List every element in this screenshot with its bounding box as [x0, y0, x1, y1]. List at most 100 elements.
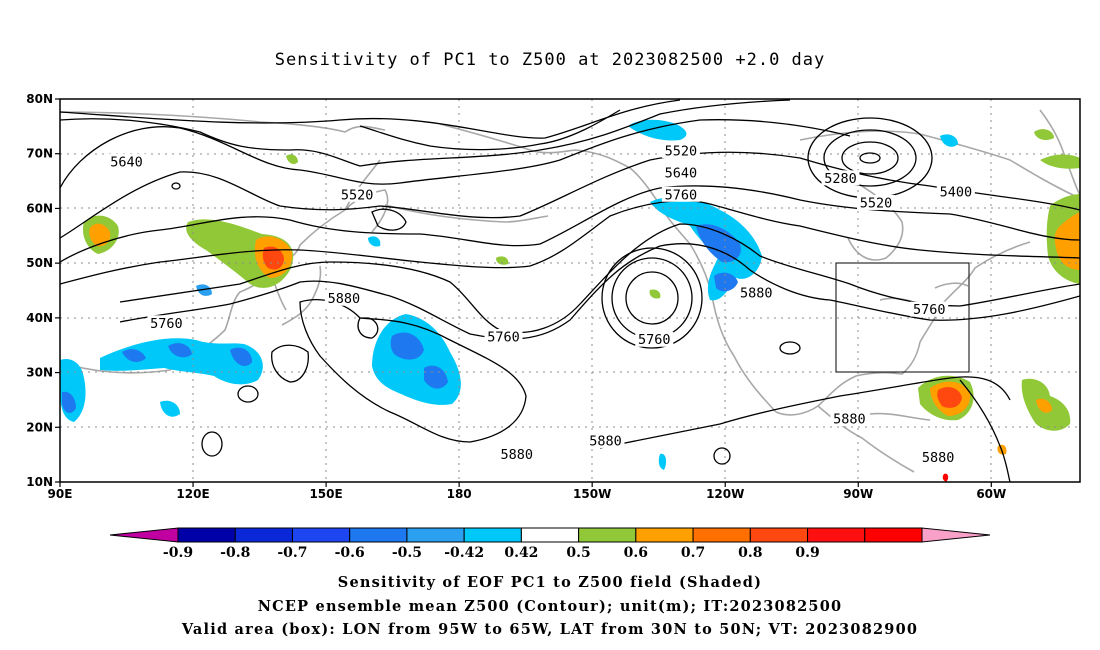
contour-low-ring — [841, 141, 899, 175]
lat-tick-label: 50N — [26, 256, 53, 270]
colorbar-swatch — [864, 527, 923, 543]
contour-label-bg — [661, 186, 700, 202]
lat-tick-label: 70N — [26, 147, 53, 161]
contour-line — [60, 151, 1080, 239]
shade-patch — [650, 196, 762, 301]
contour-label: 5880 — [922, 450, 955, 466]
lat-tick-label: 30N — [26, 366, 53, 380]
coastline-gulf-mexico — [775, 341, 921, 416]
gridlines — [59, 99, 1080, 482]
contour-label: 5880 — [833, 412, 866, 428]
colorbar-swatch — [234, 527, 293, 543]
contour-label-bg — [147, 315, 186, 331]
contour-low-ring — [823, 129, 917, 187]
colorbar-tick-label: 0.9 — [795, 545, 819, 561]
contour-label-bg — [484, 329, 523, 345]
coastline-east-coast — [919, 241, 1031, 343]
shade-patch — [372, 314, 461, 405]
shade-patch — [942, 473, 949, 482]
coastline-alaska — [439, 123, 661, 206]
coastlines — [60, 109, 1080, 473]
colorbar-swatch — [291, 527, 351, 543]
lon-tick-label: 120E — [176, 487, 209, 501]
contour-small-ring — [201, 431, 223, 457]
colorbar: -0.9 -0.8 -0.7 -0.6 -0.5 -0.42 0.42 0.5 0.6 0.7 0.… — [109, 527, 991, 561]
colorbar-swatch — [406, 527, 465, 543]
lon-tick-label: 180 — [447, 487, 472, 501]
lon-tick-label: 150W — [573, 487, 611, 501]
contour-small-ring — [171, 182, 181, 190]
contour-line — [119, 223, 1080, 334]
colorbar-tick-label: -0.42 — [444, 545, 484, 561]
contour-label: 5640 — [665, 165, 698, 181]
lon-tick-label: 150E — [309, 487, 342, 501]
colorbar-tick-label: 0.6 — [624, 545, 648, 561]
coastline-china — [60, 159, 381, 374]
contour-label-bg — [324, 290, 363, 306]
longitude-tick-labels: 90E 120E 150E 180 150W 120W 90W 60W — [48, 482, 1006, 501]
shade-patch — [649, 289, 661, 299]
contour-labels: 5640552055205640576052805520540058805760… — [107, 142, 975, 466]
contour-line — [60, 99, 791, 167]
colorbar-tick-label: 0.7 — [681, 545, 705, 561]
contour-label: 5760 — [665, 187, 698, 203]
contour-label: 5640 — [110, 154, 143, 170]
contour-label: 5880 — [740, 286, 773, 302]
caption-contour: NCEP ensemble mean Z500 (Contour); unit(… — [257, 598, 843, 615]
shade-patch — [1054, 212, 1080, 270]
contour-line — [959, 379, 1011, 482]
contour-label: 5880 — [501, 447, 534, 463]
contour-small-ring — [237, 385, 259, 403]
caption-shaded: Sensitivity of EOF PC1 to Z500 field (Sh… — [337, 574, 763, 591]
coastline-caribbean — [869, 412, 931, 421]
z500-contours — [60, 99, 1080, 482]
lat-tick-label: 40N — [26, 311, 53, 325]
shade-patch — [714, 272, 738, 292]
lon-tick-label: 120W — [706, 487, 744, 501]
contour-low-ring — [601, 247, 703, 349]
contour-label: 5280 — [824, 171, 857, 187]
contour-label: 5760 — [150, 316, 183, 332]
shade-patch — [89, 223, 111, 247]
contour-label: 5520 — [860, 195, 893, 211]
colorbar-swatch — [749, 527, 809, 543]
shade-patch — [196, 284, 212, 296]
contour-line — [119, 243, 1080, 340]
contour-line — [357, 317, 379, 339]
colorbar-tick-label: 0.5 — [566, 545, 590, 561]
lon-tick-label: 90W — [843, 487, 873, 501]
contour-label-bg — [661, 164, 700, 180]
contour-label-bg — [857, 194, 895, 210]
contour-line — [60, 200, 1080, 285]
contour-label-bg — [936, 184, 975, 200]
shade-patch — [230, 347, 252, 366]
contour-label-bg — [830, 411, 869, 427]
lat-tick-label: 80N — [26, 92, 53, 106]
valid-area-box — [835, 262, 970, 373]
shade-patch — [262, 246, 284, 270]
latitude-tick-labels: 80N 70N 60N 50N 40N 30N 20N 10N — [26, 92, 60, 489]
contour-label-bg — [661, 142, 700, 158]
shade-patch — [122, 349, 146, 362]
contour-label: 5760 — [913, 302, 946, 318]
contour-label-bg — [910, 301, 949, 317]
contour-line — [60, 185, 1080, 263]
contour-label: 5760 — [487, 330, 520, 346]
lat-tick-label: 10N — [26, 475, 53, 489]
colorbar-tick-label: -0.9 — [163, 545, 193, 561]
shade-patch — [160, 400, 180, 417]
shade-patch — [1036, 398, 1052, 413]
colorbar-tick-label: 0.42 — [504, 545, 538, 561]
shade-patch — [368, 236, 381, 247]
colorbar-max-arrow — [921, 527, 991, 543]
colorbar-tick-label: -0.5 — [392, 545, 422, 561]
contour-line — [271, 344, 309, 383]
contour-label: 5520 — [341, 187, 374, 203]
coastline-central-america — [817, 405, 915, 473]
contour-line — [60, 119, 851, 189]
contour-small-ring — [779, 341, 801, 355]
contour-label-bg — [107, 153, 146, 169]
shade-patch — [168, 343, 192, 358]
colorbar-swatch — [807, 527, 866, 543]
